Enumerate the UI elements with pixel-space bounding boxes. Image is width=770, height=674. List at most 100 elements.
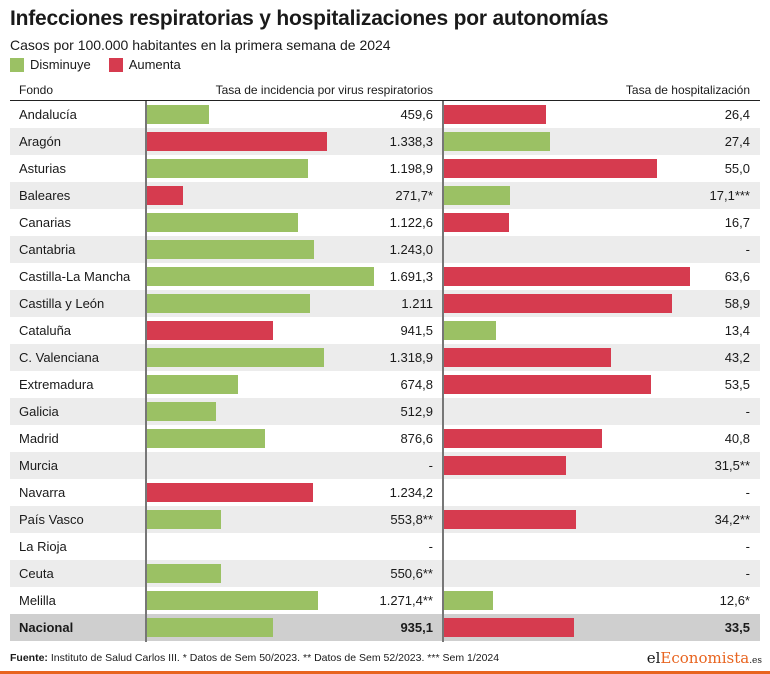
incidence-bar bbox=[147, 375, 238, 394]
region-label: C. Valenciana bbox=[19, 350, 99, 365]
table-row: Galicia 512,9 - bbox=[10, 398, 760, 425]
hospital-bar bbox=[444, 267, 690, 286]
hospital-value: 12,6* bbox=[719, 593, 750, 608]
hospital-axis-line bbox=[442, 101, 444, 642]
incidence-bar bbox=[147, 294, 310, 313]
legend-label-decrease: Disminuye bbox=[30, 57, 91, 72]
incidence-axis-line bbox=[145, 101, 147, 642]
hospital-value: 40,8 bbox=[724, 431, 750, 446]
header-hospital: Tasa de hospitalización bbox=[625, 83, 750, 97]
incidence-value: 1.211 bbox=[401, 296, 433, 311]
table-row: Navarra 1.234,2 - bbox=[10, 479, 760, 506]
region-label: Canarias bbox=[19, 215, 72, 230]
incidence-value: 1.338,3 bbox=[389, 134, 433, 149]
incidence-bar bbox=[147, 105, 209, 124]
hospital-bar bbox=[444, 186, 511, 205]
incidence-bar bbox=[147, 348, 325, 367]
region-label: Extremadura bbox=[19, 377, 94, 392]
table-row: Madrid 876,6 40,8 bbox=[10, 425, 760, 452]
region-label: Nacional bbox=[19, 620, 74, 635]
logo-prefix: el bbox=[646, 649, 661, 667]
legend-item-increase: Aumenta bbox=[108, 57, 181, 72]
legend: Disminuye Aumenta bbox=[10, 57, 181, 72]
incidence-bar bbox=[147, 132, 327, 151]
hospital-value: 31,5** bbox=[714, 458, 750, 473]
hospital-bar bbox=[444, 105, 547, 124]
legend-label-increase: Aumenta bbox=[128, 57, 181, 72]
table-row: Canarias 1.122,6 16,7 bbox=[10, 209, 760, 236]
hospital-value: - bbox=[745, 485, 750, 500]
table-row: Cantabria 1.243,0 - bbox=[10, 236, 760, 263]
table-row: C. Valenciana 1.318,9 43,2 bbox=[10, 344, 760, 371]
hospital-value: - bbox=[745, 566, 750, 581]
incidence-value: 550,6** bbox=[390, 566, 433, 581]
incidence-value: 1.234,2 bbox=[389, 485, 433, 500]
hospital-bar bbox=[444, 132, 550, 151]
table-row: Ceuta 550,6** - bbox=[10, 560, 760, 587]
incidence-bar bbox=[147, 402, 216, 421]
hospital-bar bbox=[444, 213, 509, 232]
hospital-value: - bbox=[745, 539, 750, 554]
bottom-accent-line bbox=[0, 671, 770, 674]
hospital-bar bbox=[444, 375, 651, 394]
source-label: Fuente: bbox=[10, 652, 48, 664]
region-label: Asturias bbox=[19, 161, 66, 176]
region-label: Madrid bbox=[19, 431, 59, 446]
incidence-bar bbox=[147, 429, 265, 448]
region-label: Galicia bbox=[19, 404, 59, 419]
table-row: País Vasco 553,8** 34,2** bbox=[10, 506, 760, 533]
incidence-value: 553,8** bbox=[390, 512, 433, 527]
incidence-value: 1.271,4** bbox=[379, 593, 434, 608]
region-label: Castilla-La Mancha bbox=[19, 269, 131, 284]
region-label: Aragón bbox=[19, 134, 61, 149]
hospital-bar bbox=[444, 429, 602, 448]
incidence-value: 1.198,9 bbox=[389, 161, 433, 176]
table-row: Baleares 271,7* 17,1*** bbox=[10, 182, 760, 209]
hospital-bar bbox=[444, 321, 496, 340]
table-row: Murcia - 31,5** bbox=[10, 452, 760, 479]
hospital-value: 55,0 bbox=[724, 161, 750, 176]
incidence-bar bbox=[147, 618, 273, 637]
table-row: Asturias 1.198,9 55,0 bbox=[10, 155, 760, 182]
incidence-value: 512,9 bbox=[400, 404, 433, 419]
incidence-value: 674,8 bbox=[400, 377, 433, 392]
region-label: Murcia bbox=[19, 458, 59, 473]
legend-item-decrease: Disminuye bbox=[10, 57, 91, 72]
table-row: Extremadura 674,8 53,5 bbox=[10, 371, 760, 398]
incidence-value: 459,6 bbox=[400, 107, 433, 122]
incidence-bar bbox=[147, 267, 374, 286]
incidence-value: 935,1 bbox=[400, 620, 433, 635]
table-row: Castilla-La Mancha 1.691,3 63,6 bbox=[10, 263, 760, 290]
legend-swatch-decrease bbox=[10, 57, 24, 72]
incidence-value: 1.691,3 bbox=[389, 269, 433, 284]
region-label: País Vasco bbox=[19, 512, 84, 527]
table-row: Castilla y León 1.211 58,9 bbox=[10, 290, 760, 317]
incidence-value: 941,5 bbox=[400, 323, 433, 338]
region-label: La Rioja bbox=[19, 539, 67, 554]
region-label: Melilla bbox=[19, 593, 56, 608]
hospital-value: - bbox=[745, 404, 750, 419]
region-label: Cataluña bbox=[19, 323, 72, 338]
table-row: La Rioja - - bbox=[10, 533, 760, 560]
region-label: Ceuta bbox=[19, 566, 54, 581]
hospital-value: 13,4 bbox=[724, 323, 750, 338]
chart-title: Infecciones respiratorias y hospitalizac… bbox=[10, 7, 609, 30]
hospital-bar bbox=[444, 591, 493, 610]
incidence-bar bbox=[147, 564, 221, 583]
hospital-bar bbox=[444, 294, 672, 313]
source-note: Fuente: Instituto de Salud Carlos III. *… bbox=[10, 652, 499, 664]
chart-rows: Andalucía 459,6 26,4 Aragón 1.338,3 27,4 Astur… bbox=[10, 101, 760, 641]
source-text: Instituto de Salud Carlos III. * Datos d… bbox=[47, 652, 500, 664]
logo-brand: Economista bbox=[660, 649, 750, 667]
hospital-bar bbox=[444, 618, 574, 637]
incidence-bar bbox=[147, 591, 318, 610]
hospital-value: 63,6 bbox=[724, 269, 750, 284]
incidence-bar bbox=[147, 213, 298, 232]
incidence-value: 876,6 bbox=[400, 431, 433, 446]
hospital-bar bbox=[444, 159, 657, 178]
hospital-value: 43,2 bbox=[724, 350, 750, 365]
table-row: Cataluña 941,5 13,4 bbox=[10, 317, 760, 344]
incidence-bar bbox=[147, 510, 222, 529]
hospital-value: 34,2** bbox=[714, 512, 750, 527]
incidence-bar bbox=[147, 159, 308, 178]
